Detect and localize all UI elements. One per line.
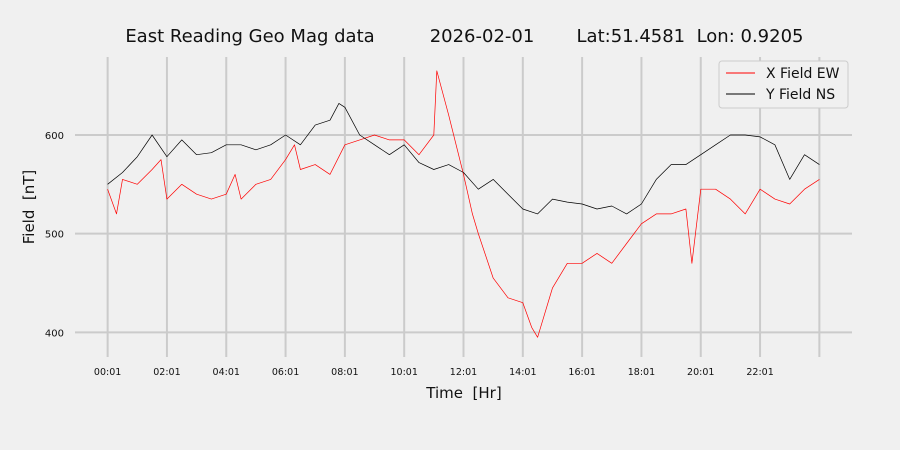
chart-title-location: Lat:51.4581 Lon: 0.9205 (577, 26, 804, 47)
legend-label-x-field: X Field EW (766, 66, 840, 82)
chart-title-name: East Reading Geo Mag data (125, 26, 374, 47)
series-line-y-field (107, 103, 820, 215)
x-tick-label: 20:01 (687, 367, 714, 378)
x-tick-label: 22:01 (746, 367, 773, 378)
x-tick-label: 16:01 (568, 367, 595, 378)
legend-label-y-field: Y Field NS (765, 87, 835, 103)
y-tick-label: 400 (45, 328, 64, 339)
x-axis-label: Time [Hr] (425, 384, 501, 402)
x-tick-label: 06:01 (272, 367, 299, 378)
legend: X Field EW Y Field NS (718, 60, 849, 109)
x-tick-label: 08:01 (331, 367, 358, 378)
chart-title-date: 2026-02-01 (430, 26, 535, 47)
y-axis-label: Field [nT] (20, 170, 38, 245)
x-tick-label: 12:01 (450, 367, 477, 378)
x-tick-label: 10:01 (390, 367, 417, 378)
x-tick-label: 04:01 (213, 367, 240, 378)
y-tick-label: 600 (45, 131, 64, 142)
series-line-x-field (107, 70, 820, 338)
x-tick-label: 00:01 (94, 367, 121, 378)
x-tick-label: 18:01 (628, 367, 655, 378)
x-tick-label: 14:01 (509, 367, 536, 378)
y-tick-label: 500 (45, 230, 64, 241)
x-tick-label: 02:01 (153, 367, 180, 378)
